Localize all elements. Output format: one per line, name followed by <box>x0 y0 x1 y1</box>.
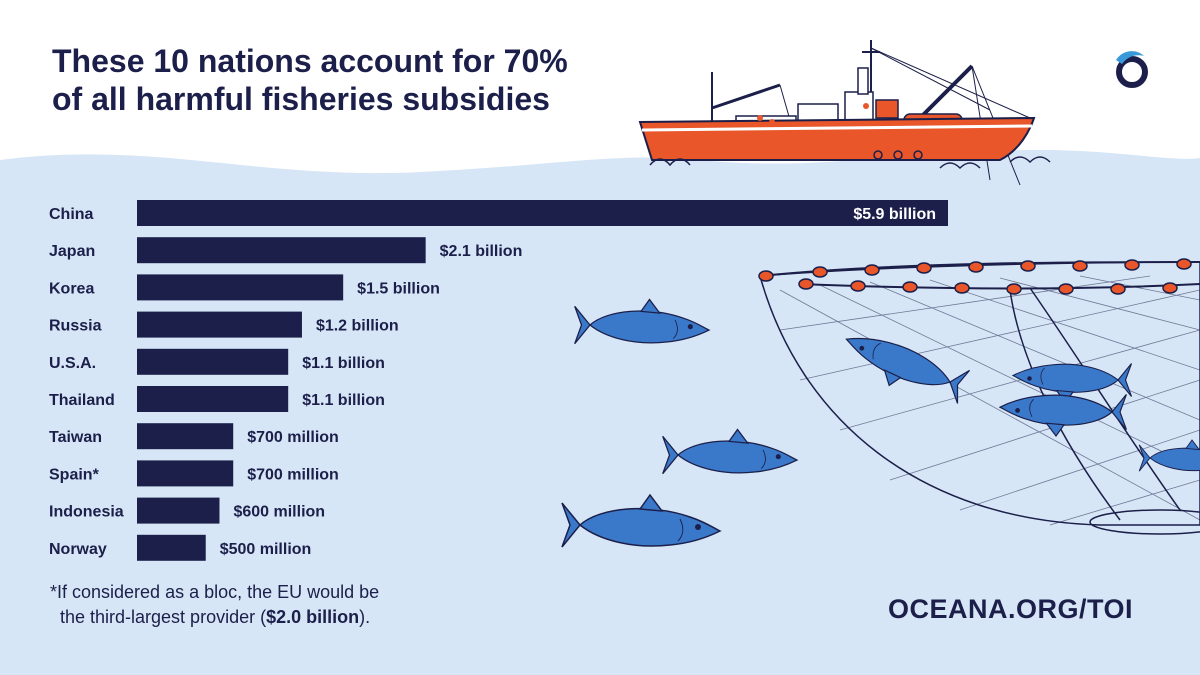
bar <box>137 534 206 561</box>
category-label: Korea <box>49 280 94 297</box>
data-label: $700 million <box>247 429 339 446</box>
category-label: U.S.A. <box>49 355 96 372</box>
category-label: Taiwan <box>49 429 102 446</box>
bar <box>137 237 426 264</box>
bar <box>137 200 948 226</box>
category-label: China <box>49 206 94 223</box>
fishing-net-icon <box>758 258 1200 535</box>
category-label: Spain* <box>49 466 100 483</box>
footnote-suffix: ). <box>359 607 371 627</box>
category-label: Norway <box>49 541 107 558</box>
chart-title: These 10 nations account for 70% of all … <box>52 42 612 118</box>
data-label: $1.2 billion <box>316 318 399 335</box>
title-line-2: of all harmful fisheries subsidies <box>52 81 550 117</box>
footnote-prefix: the third-largest provider ( <box>60 607 267 627</box>
category-label: Russia <box>49 318 102 335</box>
footnote: *If considered as a bloc, the EU would b… <box>50 580 450 630</box>
data-label: $1.1 billion <box>302 355 385 372</box>
category-label: Thailand <box>49 392 115 409</box>
footnote-line-2: the third-largest provider ($2.0 billion… <box>50 605 450 630</box>
bar <box>137 460 234 487</box>
bar <box>137 274 344 301</box>
website-url[interactable]: OCEANA.ORG/TOI <box>888 594 1134 624</box>
fishing-trawler-icon <box>638 40 1051 186</box>
bar <box>137 311 302 338</box>
title-line-1: These 10 nations account for 70% <box>52 43 568 79</box>
bar <box>137 423 234 450</box>
data-label: $5.9 billion <box>853 206 936 223</box>
footnote-eu-value: $2.0 billion <box>266 607 360 627</box>
category-label: Indonesia <box>49 504 124 521</box>
data-label: $2.1 billion <box>440 243 523 260</box>
data-label: $600 million <box>233 504 325 521</box>
bar <box>137 386 289 412</box>
oceana-wave-logo-icon <box>1116 51 1148 88</box>
data-label: $1.1 billion <box>302 392 385 409</box>
data-label: $1.5 billion <box>357 280 440 297</box>
bar <box>137 348 289 375</box>
data-label: $700 million <box>247 466 339 483</box>
data-label: $500 million <box>220 541 312 558</box>
footnote-line-1: *If considered as a bloc, the EU would b… <box>50 582 380 602</box>
bar <box>137 497 220 524</box>
category-label: Japan <box>49 243 95 260</box>
